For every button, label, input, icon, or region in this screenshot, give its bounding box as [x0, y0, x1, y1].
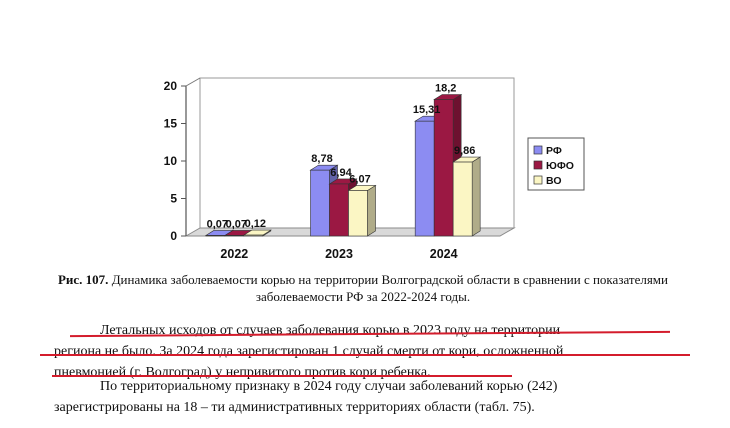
bar — [205, 235, 226, 237]
bar-side — [367, 184, 376, 237]
legend-swatch — [533, 175, 543, 185]
figure-caption-text: Динамика заболеваемости корью на террито… — [108, 272, 668, 304]
bar — [224, 235, 245, 237]
data-label: 15,31 — [413, 104, 441, 116]
bar — [452, 161, 473, 237]
bar-side — [471, 156, 481, 237]
data-label: 0,07 — [226, 218, 247, 230]
bar — [329, 183, 349, 237]
legend-label: ВО — [546, 175, 562, 187]
data-label: 6,07 — [349, 173, 370, 185]
y-axis-top-edge — [185, 77, 201, 87]
bar — [243, 234, 264, 237]
paragraph1-line1: Летальных исходов от случаев заболевания… — [100, 323, 561, 338]
x-tick-label: 2022 — [220, 247, 248, 261]
y-tick-label: 10 — [164, 154, 178, 168]
bar — [310, 169, 330, 237]
y-tick-label: 0 — [170, 229, 177, 243]
paragraph1-line2: региона не было. За 2024 года зарегистир… — [54, 344, 564, 359]
data-label: 8,78 — [311, 153, 332, 165]
data-label: 9,86 — [454, 145, 475, 157]
legend-label: РФ — [546, 145, 562, 157]
figure-caption: Рис. 107. Динамика заболеваемости корью … — [52, 271, 674, 305]
x-tick-label: 2023 — [325, 247, 353, 261]
data-label: 18,2 — [435, 83, 456, 95]
paragraph-territorial: По территориальному признаку в 2024 году… — [54, 376, 674, 418]
y-tick-label: 15 — [164, 117, 178, 131]
data-label: 0,12 — [245, 218, 266, 230]
red-underline-2 — [40, 354, 690, 356]
legend-swatch — [533, 145, 543, 155]
legend-swatch — [533, 160, 543, 170]
x-tick-label: 2024 — [430, 247, 458, 261]
paragraph2-line2: зарегистрированы на 18 – ти администрати… — [54, 400, 535, 415]
legend-label: ЮФО — [546, 160, 574, 172]
figure-caption-label: Рис. 107. — [57, 272, 109, 287]
y-tick-label: 5 — [170, 192, 177, 206]
bar — [433, 99, 454, 237]
bar — [348, 190, 368, 237]
bar — [414, 120, 435, 237]
paragraph2-line1: По территориальному признаку в 2024 году… — [100, 379, 558, 394]
data-label: 0,07 — [207, 218, 228, 230]
y-tick-label: 20 — [164, 79, 178, 93]
data-label: 6,94 — [330, 167, 352, 179]
red-underline-3 — [52, 375, 512, 377]
paragraph-fatal-outcomes: Летальных исходов от случаев заболевания… — [54, 320, 674, 383]
